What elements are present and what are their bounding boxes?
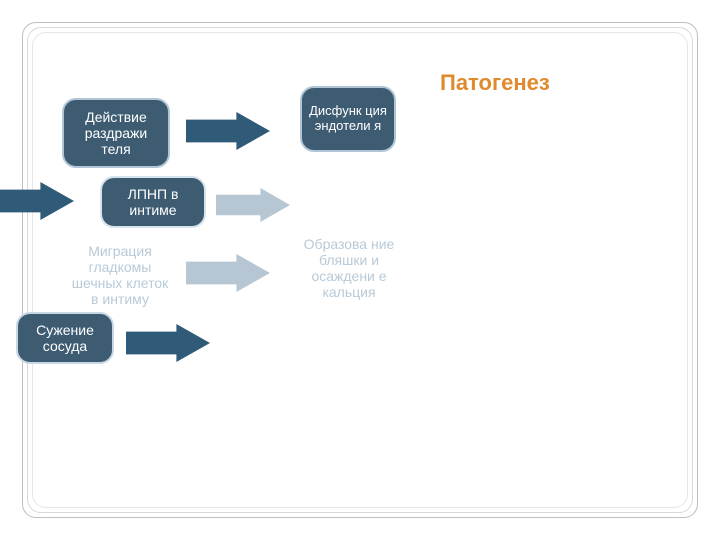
node-irritant-action: Действие раздражи теля: [62, 98, 170, 168]
node-label: Миграция гладкомы шечных клеток в интиму: [70, 243, 170, 307]
arrow-icon: [186, 254, 270, 292]
node-label: Образова ние бляшки и осаждени е кальция: [302, 236, 396, 300]
arrow-icon: [0, 182, 74, 220]
node-label: Сужение сосуда: [24, 322, 106, 354]
node-vessel-narrowing: Сужение сосуда: [16, 312, 114, 364]
node-plaque-formation: Образова ние бляшки и осаждени е кальция: [296, 218, 402, 318]
node-label: ЛПНП в интиме: [108, 186, 198, 218]
node-label: Дисфунк ция эндотели я: [308, 104, 388, 134]
node-ldl-in-intima: ЛПНП в интиме: [100, 176, 206, 228]
arrow-icon: [186, 112, 270, 150]
node-endothelial-dysfunction: Дисфунк ция эндотели я: [300, 86, 396, 152]
arrow-icon: [216, 188, 290, 222]
arrow-icon: [126, 324, 210, 362]
node-label: Действие раздражи теля: [70, 109, 162, 157]
page-title: Патогенез: [440, 70, 550, 96]
node-smc-migration: Миграция гладкомы шечных клеток в интиму: [64, 230, 176, 320]
